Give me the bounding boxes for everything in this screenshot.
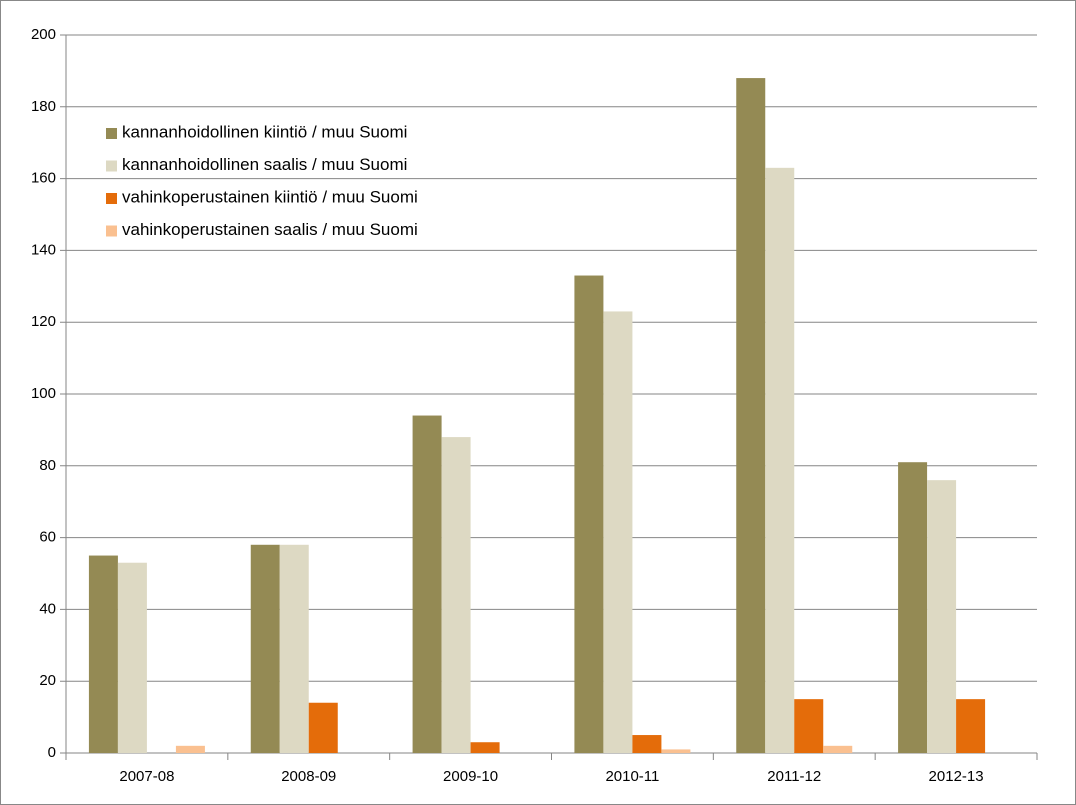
x-tick-label: 2008-09 [281, 768, 336, 785]
bar [632, 735, 662, 753]
bar [574, 275, 604, 753]
legend-label: kannanhoidollinen saalis / muu Suomi [122, 155, 407, 174]
x-tick-label: 2007-08 [119, 768, 174, 785]
y-tick-label: 160 [31, 170, 56, 187]
bar [308, 702, 338, 753]
legend-swatch [106, 225, 117, 237]
bar [794, 699, 824, 753]
bar [412, 415, 442, 753]
bar [927, 480, 957, 753]
bar [279, 544, 309, 753]
bar [898, 462, 928, 753]
bar [823, 745, 853, 753]
legend-swatch [106, 193, 117, 204]
bar [470, 742, 500, 753]
bar [661, 749, 691, 753]
y-tick-label: 60 [39, 529, 56, 546]
y-tick-label: 200 [31, 26, 56, 43]
x-tick-label: 2009-10 [443, 768, 498, 785]
y-tick-label: 20 [39, 672, 56, 689]
bar [250, 544, 280, 753]
bar [956, 699, 986, 753]
legend-label: kannanhoidollinen kiintiö / muu Suomi [122, 122, 407, 141]
bar [88, 555, 118, 753]
bar [765, 167, 795, 753]
legend-swatch [106, 128, 117, 139]
y-tick-label: 80 [39, 457, 56, 474]
x-tick-label: 2010-11 [605, 768, 659, 785]
legend-label: vahinkoperustainen kiintiö / muu Suomi [122, 187, 418, 206]
bar [603, 311, 633, 753]
legend-label: vahinkoperustainen saalis / muu Suomi [122, 220, 418, 239]
y-tick-label: 100 [31, 385, 56, 402]
bar [441, 437, 471, 753]
bar [175, 745, 205, 753]
bar [736, 78, 766, 753]
y-tick-label: 120 [31, 313, 56, 330]
legend-swatch [106, 160, 117, 172]
bar [117, 562, 147, 753]
y-tick-label: 180 [31, 98, 56, 115]
y-tick-label: 140 [31, 241, 56, 258]
y-tick-label: 40 [39, 600, 56, 617]
x-tick-label: 2011-12 [767, 768, 821, 785]
x-tick-label: 2012-13 [929, 768, 984, 785]
y-tick-label: 0 [48, 744, 56, 761]
